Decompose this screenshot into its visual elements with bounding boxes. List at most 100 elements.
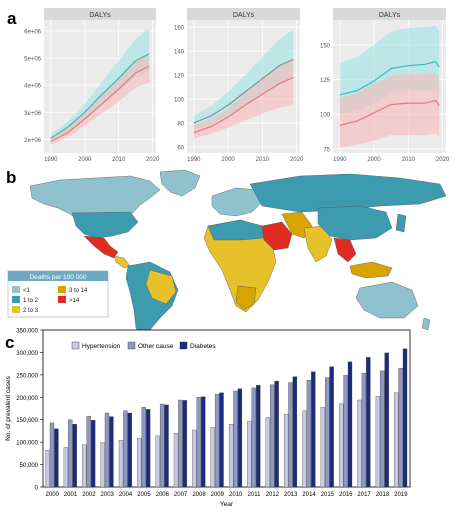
map-region-north-africa xyxy=(207,219,265,241)
map-legend-swatch-1to2 xyxy=(12,296,20,303)
legend-swatch-0 xyxy=(71,341,80,350)
bar-diabetes xyxy=(274,380,279,488)
x-tick-label: 2004 xyxy=(119,492,133,498)
bar-hypertension xyxy=(265,417,270,488)
bar-diabetes xyxy=(256,385,261,488)
dalys-facet-3: DALYs 75 100 125 150 1990 2000 2010 2020 xyxy=(320,8,450,163)
bar-diabetes xyxy=(329,366,334,488)
x-tick-label: 2010 xyxy=(256,157,270,163)
bar-diabetes xyxy=(54,428,59,488)
bar-diabetes xyxy=(201,396,206,488)
map-region-greenland xyxy=(159,169,201,197)
legend-label-1: Other cause xyxy=(138,343,174,350)
bar-hypertension xyxy=(339,403,344,488)
y-tick-label: 140 xyxy=(174,50,185,56)
y-tick-label: 50,000 xyxy=(20,463,39,469)
y-tick-label: 100,000 xyxy=(16,441,38,447)
bar-other-cause xyxy=(306,380,312,488)
x-tick-label: 2009 xyxy=(211,492,225,498)
bar-other-cause xyxy=(123,410,128,488)
bar-other-cause xyxy=(196,397,201,488)
map-legend-header xyxy=(8,271,108,281)
map-legend-label-1to2: 1 to 2 xyxy=(23,298,39,304)
x-tick-label: 2016 xyxy=(339,492,353,498)
series-0-line xyxy=(50,53,150,139)
panel-label-c: c xyxy=(5,333,14,352)
bar-hypertension xyxy=(192,429,197,488)
bar-other-cause xyxy=(141,407,146,488)
x-tick-label: 1990 xyxy=(44,157,58,163)
y-axis-label: No. of prevalent cases xyxy=(5,375,12,440)
bar-other-cause xyxy=(233,390,238,488)
bar-hypertension xyxy=(247,420,252,488)
series-1-line xyxy=(50,65,150,143)
x-tick-label: 2013 xyxy=(284,492,298,498)
bar-hypertension xyxy=(302,410,307,488)
x-tick-label: 2006 xyxy=(156,492,170,498)
x-tick-label: 2002 xyxy=(82,492,96,498)
y-tick-label: 300,000 xyxy=(16,351,38,357)
legend-label-0: Hypertension xyxy=(82,343,121,350)
y-tick-label: 350,000 xyxy=(16,329,38,335)
series-1-line xyxy=(193,76,294,134)
x-tick-label: 2012 xyxy=(266,492,280,498)
bar-other-cause xyxy=(398,367,403,488)
bar-other-cause xyxy=(251,387,256,488)
map-region-mexico xyxy=(83,235,119,259)
x-tick-label: 2001 xyxy=(64,492,78,498)
y-tick-label: 120 xyxy=(174,74,185,80)
bar-diabetes xyxy=(145,409,151,488)
y-tick-label: 80 xyxy=(177,122,184,128)
x-tick-label: 2000 xyxy=(221,157,235,163)
map-legend-label-2to3: 2 to 3 xyxy=(23,308,39,314)
map-region-north-asia xyxy=(249,173,447,213)
map-legend-label-3to14: 3 to 14 xyxy=(69,288,88,294)
bar-hypertension xyxy=(210,427,215,488)
bar-diabetes xyxy=(402,348,408,488)
bar-diabetes xyxy=(109,416,114,488)
x-tick-label: 2010 xyxy=(402,157,416,163)
y-tick-label: 75 xyxy=(323,147,330,153)
facet-title: DALYs xyxy=(379,12,401,19)
bar-other-cause xyxy=(361,372,367,488)
map-region-new-zealand xyxy=(421,317,431,331)
bar-hypertension xyxy=(228,424,234,488)
world-map xyxy=(29,169,447,339)
map-region-usa xyxy=(71,211,139,239)
series-1-uncertainty-band xyxy=(339,72,440,148)
bar-other-cause xyxy=(178,399,183,488)
y-tick-label: 5e+06 xyxy=(24,57,42,63)
x-tick-label: 2007 xyxy=(174,492,188,498)
bar-diabetes xyxy=(384,352,389,488)
x-tick-label: 2000 xyxy=(78,157,92,163)
bar-hypertension xyxy=(173,433,179,488)
x-tick-label: 2019 xyxy=(394,492,408,498)
bar-other-cause xyxy=(159,403,165,488)
y-tick-label: 200,000 xyxy=(16,396,38,402)
y-tick-label: 125 xyxy=(320,78,331,84)
y-tick-label: 150,000 xyxy=(16,418,38,424)
bar-other-cause xyxy=(68,419,73,488)
y-tick-label: 4e+06 xyxy=(24,84,42,90)
bar-plot-frame xyxy=(42,329,411,488)
y-tick-label: 6e+06 xyxy=(24,29,42,35)
bar-hypertension xyxy=(100,442,105,488)
bar-hypertension xyxy=(45,450,50,488)
bar-diabetes xyxy=(72,424,77,488)
x-tick-label: 2010 xyxy=(112,157,126,163)
map-region-australia xyxy=(355,281,419,319)
x-tick-label: 1990 xyxy=(187,157,201,163)
x-tick-label: 2010 xyxy=(229,492,243,498)
map-region-europe xyxy=(211,187,263,217)
panel-label-a: a xyxy=(7,9,17,28)
bar-other-cause xyxy=(49,422,55,488)
x-tick-label: 2017 xyxy=(357,492,371,498)
x-tick-label: 2003 xyxy=(101,492,115,498)
facet-strip xyxy=(187,8,300,20)
bar-diabetes xyxy=(366,357,371,488)
x-tick-label: 2008 xyxy=(192,492,206,498)
bar-other-cause xyxy=(343,375,348,488)
y-tick-label: 100 xyxy=(174,98,185,104)
bar-other-cause xyxy=(270,384,275,488)
x-tick-label: 2005 xyxy=(137,492,151,498)
